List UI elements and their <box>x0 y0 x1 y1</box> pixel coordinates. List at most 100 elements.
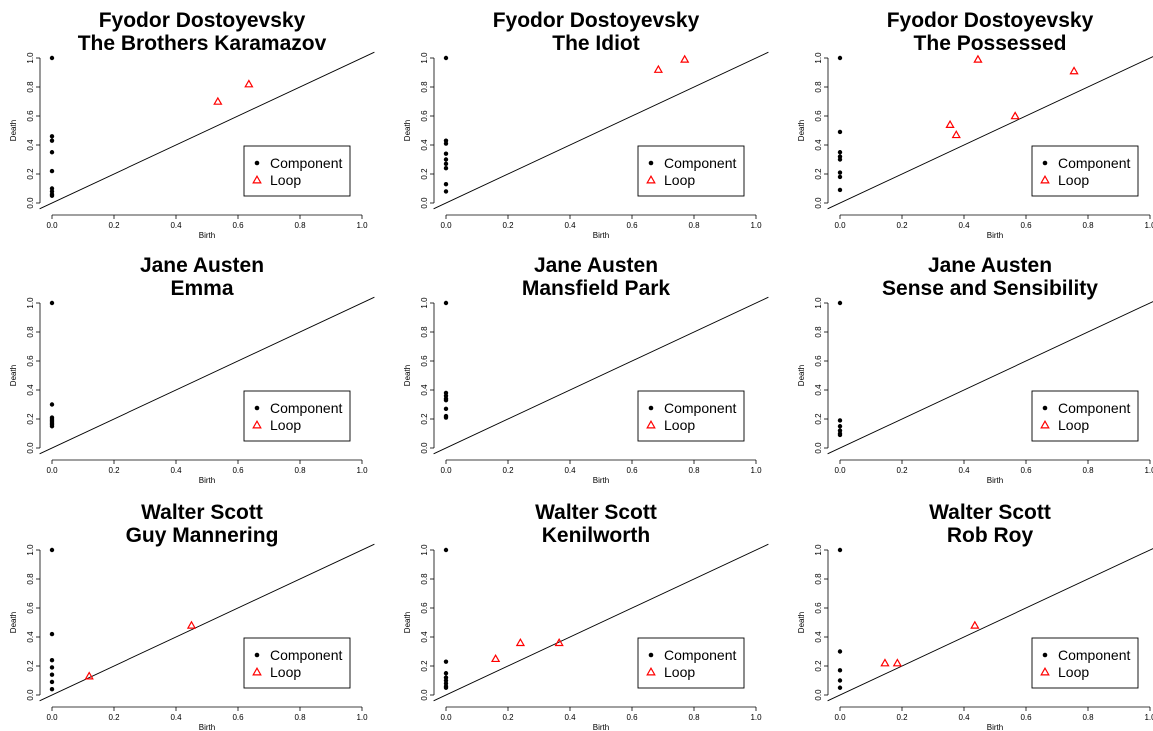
y-tick-label: 0.4 <box>26 139 35 151</box>
x-tick-label: 0.0 <box>834 466 846 475</box>
legend-box <box>637 390 745 442</box>
legend-loop-label: Loop <box>270 664 301 680</box>
x-tick-label: 1.0 <box>750 466 762 475</box>
loop-point <box>653 64 663 73</box>
legend-box <box>243 390 351 442</box>
component-point <box>443 166 449 171</box>
y-tick-label: 0.6 <box>814 355 823 367</box>
y-tick-label: 1.0 <box>26 52 35 64</box>
x-tick-label: 0.6 <box>1020 221 1032 230</box>
component-point <box>443 181 449 187</box>
y-axis-label: Death <box>9 612 18 633</box>
y-tick-label: 0.2 <box>26 413 35 425</box>
component-point <box>837 174 843 180</box>
chart-title: Fyodor Dostoyevsky <box>99 9 306 32</box>
x-tick-label: 0.2 <box>108 466 120 475</box>
x-axis-label: Birth <box>199 723 215 731</box>
diagonal-line <box>433 543 769 702</box>
y-tick-label: 0.2 <box>814 168 823 180</box>
y-tick-label: 0.4 <box>26 384 35 396</box>
x-tick-label: 0.4 <box>564 221 576 230</box>
x-tick-label: 0.8 <box>688 713 700 722</box>
component-point <box>837 187 843 193</box>
diagonal-line <box>39 51 375 210</box>
x-tick-label: 1.0 <box>356 713 368 722</box>
diagonal-line <box>827 56 1153 210</box>
x-axis-label: Birth <box>987 476 1003 485</box>
x-tick-label: 0.6 <box>626 713 638 722</box>
legend-component-marker <box>648 405 654 411</box>
x-tick-label: 0.6 <box>626 221 638 230</box>
chart-subtitle: The Idiot <box>552 32 640 55</box>
legend-box <box>243 145 351 197</box>
legend-box <box>1031 390 1139 442</box>
diagonal-line <box>827 301 1153 455</box>
chart-subtitle: Kenilworth <box>542 524 651 547</box>
component-point <box>443 547 449 553</box>
x-tick-label: 0.6 <box>232 221 244 230</box>
component-point <box>443 671 449 676</box>
legend-loop-label: Loop <box>664 172 695 188</box>
loop-point <box>84 671 94 680</box>
diagonal-line <box>433 51 769 210</box>
chart-subtitle: Emma <box>170 277 233 300</box>
x-axis-label: Birth <box>987 231 1003 240</box>
loop-point <box>970 620 980 629</box>
x-tick-label: 0.6 <box>1020 466 1032 475</box>
component-point <box>837 547 843 553</box>
x-tick-label: 0.0 <box>834 221 846 230</box>
x-tick-label: 0.0 <box>834 713 846 722</box>
y-tick-label: 1.0 <box>26 297 35 309</box>
legend-loop-label: Loop <box>270 172 301 188</box>
chart-title: Jane Austen <box>928 254 1052 277</box>
component-point <box>837 432 843 438</box>
legend-box <box>1031 637 1139 689</box>
component-point <box>837 157 843 162</box>
x-tick-label: 0.8 <box>1082 221 1094 230</box>
x-tick-label: 0.0 <box>440 713 452 722</box>
y-tick-label: 0.0 <box>814 197 823 209</box>
x-tick-label: 0.4 <box>564 713 576 722</box>
chart-subtitle: Rob Roy <box>947 524 1034 547</box>
component-point <box>49 150 55 155</box>
component-point <box>49 193 55 198</box>
diagonal-line <box>39 543 375 702</box>
x-axis-label: Birth <box>987 723 1003 731</box>
legend-loop-label: Loop <box>1058 417 1089 433</box>
component-point <box>49 547 55 553</box>
component-point <box>49 424 55 429</box>
component-point <box>443 685 449 690</box>
chart-subtitle: Mansfield Park <box>522 277 671 300</box>
y-tick-label: 0.2 <box>814 660 823 672</box>
y-tick-label: 0.8 <box>420 326 429 338</box>
x-tick-label: 0.8 <box>1082 713 1094 722</box>
x-tick-label: 0.4 <box>958 466 970 475</box>
legend-component-label: Component <box>664 400 736 416</box>
legend-loop-label: Loop <box>1058 664 1089 680</box>
chart-subtitle: Sense and Sensibility <box>882 277 1098 300</box>
x-tick-label: 0.4 <box>958 713 970 722</box>
component-point <box>837 424 843 429</box>
loop-point <box>880 658 890 667</box>
x-axis-label: Birth <box>199 231 215 240</box>
x-tick-label: 0.2 <box>502 221 514 230</box>
x-tick-label: 0.8 <box>688 466 700 475</box>
legend-component-label: Component <box>664 647 736 663</box>
y-axis-label: Death <box>403 365 412 386</box>
x-tick-label: 0.2 <box>108 221 120 230</box>
component-point <box>837 668 843 673</box>
y-tick-label: 0.0 <box>420 442 429 454</box>
y-tick-label: 0.0 <box>26 197 35 209</box>
y-tick-label: 1.0 <box>420 297 429 309</box>
y-tick-label: 0.4 <box>420 384 429 396</box>
y-tick-label: 0.4 <box>420 139 429 151</box>
component-point <box>443 161 449 167</box>
loop-point <box>244 79 254 88</box>
legend-loop-marker <box>252 174 262 184</box>
y-tick-label: 0.6 <box>420 110 429 122</box>
loop-point <box>213 96 223 105</box>
legend-component-label: Component <box>1058 647 1130 663</box>
component-point <box>49 665 55 670</box>
